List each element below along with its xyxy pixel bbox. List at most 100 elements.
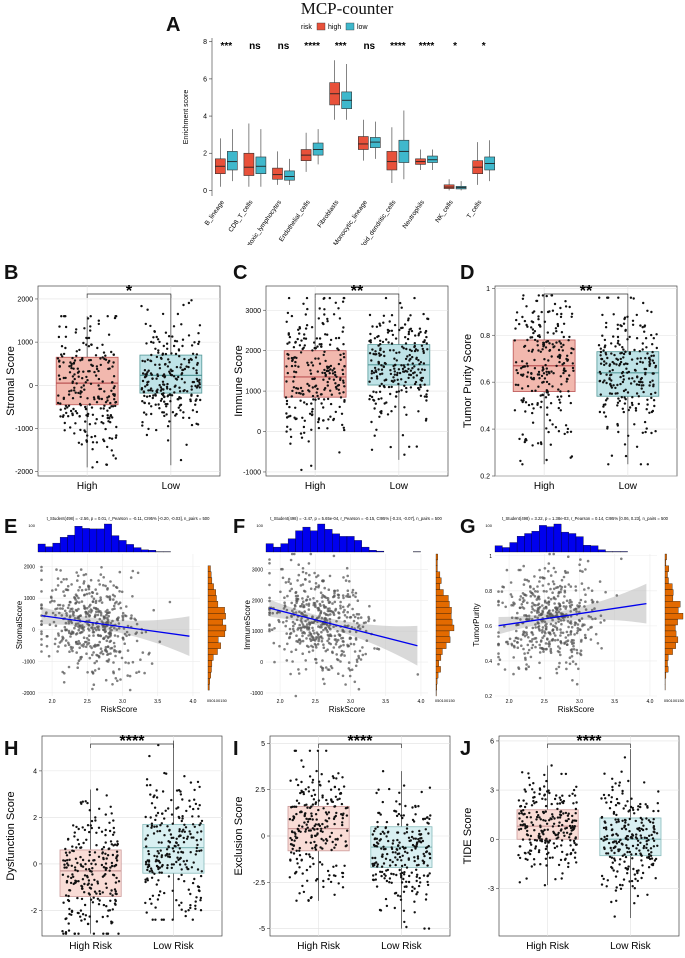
data-point (370, 420, 373, 424)
data-point (65, 611, 68, 615)
data-point (282, 607, 286, 610)
panel-label-d: D (460, 262, 475, 284)
data-point (102, 351, 106, 354)
data-point (58, 325, 61, 328)
data-point (311, 781, 314, 784)
data-point (283, 605, 287, 608)
data-point (61, 415, 65, 418)
data-point (315, 636, 318, 639)
data-point (611, 861, 614, 864)
data-point (79, 801, 83, 804)
data-point (310, 402, 313, 405)
data-point (40, 630, 43, 633)
data-point (383, 873, 386, 876)
data-point (418, 840, 421, 843)
data-point (624, 454, 628, 458)
data-point (198, 381, 201, 384)
data-point (103, 636, 106, 639)
data-point (294, 871, 297, 874)
data-point (155, 855, 159, 858)
x-tick-label: Low (162, 481, 181, 492)
data-point (344, 579, 348, 582)
data-point (177, 844, 180, 847)
data-point (627, 847, 630, 850)
data-point (311, 626, 314, 630)
data-point (559, 306, 562, 310)
data-point (183, 357, 186, 361)
data-point (144, 860, 148, 864)
data-point (304, 828, 308, 831)
y-tick-label: 2 (33, 815, 37, 822)
data-point (161, 394, 165, 397)
data-point (603, 847, 606, 851)
data-point (335, 640, 338, 644)
data-point (190, 358, 193, 361)
data-point (293, 607, 296, 611)
data-point (346, 605, 350, 608)
data-point (347, 667, 351, 670)
data-point (510, 642, 513, 646)
data-point (329, 642, 332, 646)
data-point (566, 377, 569, 381)
data-point (330, 831, 333, 835)
data-point (423, 383, 426, 386)
data-point (623, 860, 626, 863)
data-point (301, 872, 304, 875)
data-point (543, 828, 546, 832)
data-point (411, 355, 414, 359)
hist-right-bar (664, 565, 669, 572)
data-point (83, 388, 86, 391)
data-point (340, 802, 344, 806)
data-point (613, 857, 616, 860)
data-point (57, 632, 60, 635)
data-point (521, 771, 524, 774)
data-point (57, 394, 60, 397)
data-point (40, 578, 43, 582)
y-tick-label: 6 (490, 738, 494, 745)
data-point (102, 846, 106, 849)
data-point (157, 852, 160, 855)
hist-right-bar (435, 648, 443, 655)
data-point (565, 630, 569, 634)
data-point (426, 389, 429, 392)
hist-top-bar (74, 526, 83, 553)
significance-label: **** (419, 41, 435, 52)
data-point (195, 369, 198, 372)
data-point (281, 576, 285, 580)
data-point (413, 349, 417, 353)
data-point (105, 794, 108, 797)
data-point (74, 608, 78, 612)
data-point (333, 816, 336, 819)
data-point (346, 589, 350, 592)
data-point (97, 855, 101, 858)
data-point (567, 865, 570, 869)
data-point (388, 787, 391, 791)
data-point (65, 917, 68, 920)
data-point (325, 813, 329, 816)
data-point (377, 788, 380, 791)
data-point (167, 358, 170, 361)
data-point (319, 635, 322, 639)
data-point (415, 868, 418, 871)
data-point (425, 395, 428, 398)
data-point (295, 599, 299, 603)
data-point (556, 585, 560, 589)
data-point (310, 812, 313, 815)
data-point (333, 638, 337, 641)
data-point (421, 376, 425, 380)
data-point (406, 851, 409, 855)
data-point (108, 821, 111, 824)
data-point (144, 630, 148, 634)
data-point (394, 405, 397, 408)
data-point (415, 841, 419, 845)
data-point (165, 848, 169, 851)
data-point (342, 650, 345, 654)
data-point (84, 381, 88, 384)
data-point (268, 613, 271, 616)
data-point (71, 375, 75, 378)
data-point (335, 620, 338, 623)
data-point (73, 596, 76, 599)
data-point (383, 877, 386, 880)
data-point (647, 819, 651, 822)
data-point (178, 386, 181, 389)
